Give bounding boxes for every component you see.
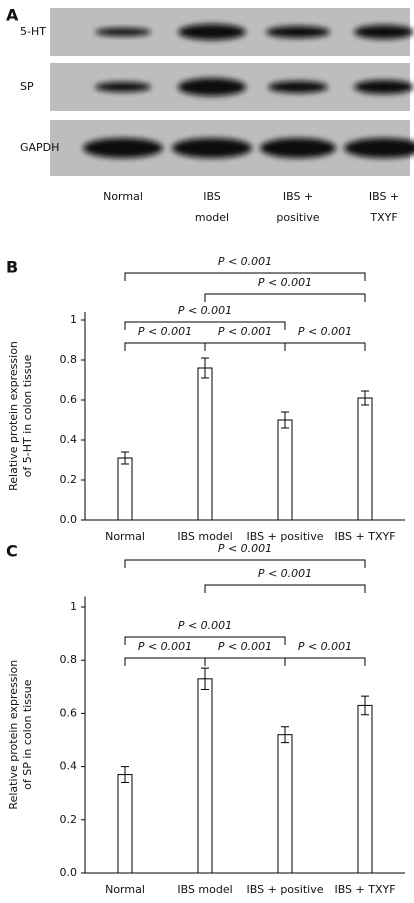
y-tick-label: 1	[70, 600, 77, 613]
y-tick-label: 0.8	[60, 353, 78, 366]
error-bar	[361, 695, 369, 716]
significance-bracket	[204, 293, 366, 302]
y-axis-title: of SP in colon tissue	[21, 679, 34, 790]
significance-bracket	[284, 657, 366, 666]
bar	[277, 734, 293, 874]
x-tick-label: IBS + positive	[247, 883, 324, 896]
blot-row-label: GAPDH	[20, 141, 59, 154]
significance-label: P < 0.001	[138, 640, 192, 653]
x-tick-label: Normal	[105, 883, 145, 896]
error-bar	[361, 390, 369, 406]
significance-bracket	[204, 584, 366, 593]
blot-band	[266, 26, 330, 38]
significance-label: P < 0.001	[138, 325, 192, 338]
blot-band	[172, 138, 252, 158]
significance-label: P < 0.001	[298, 640, 352, 653]
significance-label: P < 0.001	[218, 542, 272, 555]
significance-label: P < 0.001	[218, 255, 272, 268]
significance-bracket	[204, 657, 286, 666]
significance-bracket	[204, 342, 286, 351]
lane-label: positive	[276, 211, 319, 224]
y-tick-label: 0.4	[60, 433, 78, 446]
panel-label: B	[6, 258, 18, 277]
bar	[197, 367, 213, 521]
lane-label: IBS +	[283, 190, 313, 203]
x-tick-label: IBS + TXYF	[334, 883, 395, 896]
significance-label: P < 0.001	[218, 640, 272, 653]
significance-bracket	[284, 342, 366, 351]
significance-label: P < 0.001	[258, 567, 312, 580]
y-tick-label: 0.8	[60, 653, 78, 666]
significance-bracket	[124, 321, 286, 330]
significance-label: P < 0.001	[298, 325, 352, 338]
blot-band	[83, 138, 163, 158]
bar	[117, 457, 133, 521]
bar	[357, 704, 373, 874]
significance-bracket	[124, 657, 206, 666]
lane-label: IBS +	[369, 190, 399, 203]
error-bar	[201, 357, 209, 379]
x-tick-label: IBS model	[177, 883, 232, 896]
y-tick-label: 0.6	[60, 393, 78, 406]
error-bar	[281, 726, 289, 744]
blot-band	[354, 25, 414, 39]
significance-label: P < 0.001	[178, 619, 232, 632]
lane-label: model	[195, 211, 229, 224]
blot-band	[178, 78, 246, 96]
blot-row-label: 5-HT	[20, 25, 46, 38]
y-tick-label: 0.2	[60, 813, 78, 826]
y-tick-label: 0.0	[60, 866, 78, 879]
significance-bracket	[124, 342, 206, 351]
blot-band	[95, 82, 151, 92]
blot-band	[260, 138, 336, 158]
bar	[357, 397, 373, 521]
significance-bracket	[124, 636, 286, 645]
y-tick-label: 0.6	[60, 706, 78, 719]
error-bar	[201, 667, 209, 690]
x-tick-label: IBS + TXYF	[334, 530, 395, 543]
y-tick-label: 0.4	[60, 760, 78, 773]
x-tick-label: IBS + positive	[247, 530, 324, 543]
significance-label: P < 0.001	[178, 304, 232, 317]
error-bar	[281, 411, 289, 429]
significance-bracket	[124, 559, 366, 568]
significance-bracket	[124, 272, 366, 281]
x-tick-label: Normal	[105, 530, 145, 543]
y-axis-title: Relative protein expression	[7, 660, 20, 810]
bar	[117, 774, 133, 874]
x-tick-label: IBS model	[177, 530, 232, 543]
y-axis-title: Relative protein expression	[7, 341, 20, 491]
panel-label: A	[6, 6, 19, 25]
blot-band	[354, 80, 414, 94]
error-bar	[121, 766, 129, 784]
lane-label: TXYF	[369, 211, 397, 224]
significance-label: P < 0.001	[258, 276, 312, 289]
significance-label: P < 0.001	[218, 325, 272, 338]
blot-band	[268, 81, 328, 93]
y-axis-title: of 5-HT in colon tissue	[21, 354, 34, 477]
y-tick-label: 0.0	[60, 513, 78, 526]
bar	[197, 678, 213, 874]
y-tick-label: 0.2	[60, 473, 78, 486]
blot-band	[178, 24, 246, 40]
lane-label: Normal	[103, 190, 143, 203]
panel-label: C	[6, 542, 18, 561]
blot-row-label: SP	[20, 80, 34, 93]
y-tick-label: 1	[70, 313, 77, 326]
blot-band	[344, 138, 414, 158]
lane-label: IBS	[203, 190, 221, 203]
error-bar	[121, 451, 129, 465]
bar	[277, 419, 293, 521]
blot-band	[95, 28, 151, 36]
